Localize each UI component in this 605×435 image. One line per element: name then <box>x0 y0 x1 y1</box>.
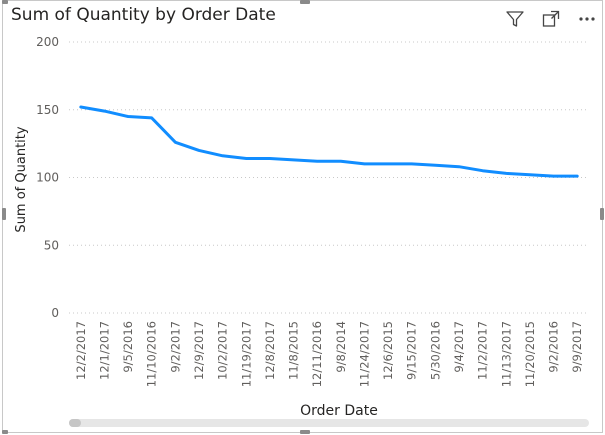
resize-handle-top[interactable] <box>300 0 310 4</box>
x-tick-label: 12/1/2017 <box>97 321 111 380</box>
y-tick-label: 0 <box>51 306 59 320</box>
y-axis-title: Sum of Quantity <box>14 126 29 232</box>
resize-handle-left[interactable] <box>2 208 6 220</box>
x-tick-label: 9/2/2017 <box>168 321 182 373</box>
horizontal-scrollbar-thumb[interactable] <box>69 419 81 427</box>
x-tick-label: 12/9/2017 <box>192 321 206 380</box>
visual-header-icons <box>504 8 598 30</box>
y-tick-label: 100 <box>36 171 59 185</box>
focus-mode-icon[interactable] <box>540 8 562 30</box>
y-tick-label: 200 <box>36 35 59 49</box>
resize-handle-corner-top-left[interactable] <box>2 0 8 4</box>
horizontal-scrollbar-track[interactable] <box>69 419 589 427</box>
x-tick-label: 12/2/2017 <box>74 321 88 380</box>
x-tick-label: 11/10/2016 <box>145 321 159 387</box>
x-tick-label: 9/4/2017 <box>452 321 466 373</box>
y-tick-label: 150 <box>36 103 59 117</box>
x-tick-label: 11/8/2015 <box>287 321 301 380</box>
x-tick-label: 11/20/2015 <box>523 321 537 387</box>
x-tick-label: 11/24/2017 <box>357 321 371 387</box>
series-line-quantity <box>79 105 579 178</box>
x-tick-label: 11/13/2017 <box>499 321 513 387</box>
x-tick-label: 9/5/2016 <box>121 321 135 373</box>
x-tick-label: 9/8/2014 <box>334 321 348 373</box>
chart-title: Sum of Quantity by Order Date <box>11 5 276 25</box>
x-tick-label: 9/15/2017 <box>405 321 419 380</box>
x-tick-label: 12/6/2015 <box>381 321 395 380</box>
x-tick-label: 9/9/2017 <box>570 321 584 373</box>
x-tick-label: 11/2/2017 <box>476 321 490 380</box>
more-options-icon[interactable] <box>576 8 598 30</box>
x-tick-label: 10/2/2017 <box>216 321 230 380</box>
filter-icon[interactable] <box>504 8 526 30</box>
resize-handle-corner-bottom-left[interactable] <box>2 430 8 434</box>
y-tick-label: 50 <box>44 238 59 252</box>
x-tick-label: 12/11/2016 <box>310 321 324 387</box>
resize-handle-right[interactable] <box>600 208 604 220</box>
line-chart-plot: 0 50 100 150 200 Sum of Quantity 12/2/2017 12/1… <box>14 35 589 419</box>
x-axis-title: Order Date <box>300 403 378 419</box>
x-tick-label: 12/8/2017 <box>263 321 277 380</box>
x-tick-label: 11/19/2017 <box>239 321 253 387</box>
x-tick-label: 5/30/2016 <box>428 321 442 380</box>
resize-handle-bottom[interactable] <box>300 430 310 434</box>
x-tick-label: 9/2/2016 <box>547 321 561 373</box>
